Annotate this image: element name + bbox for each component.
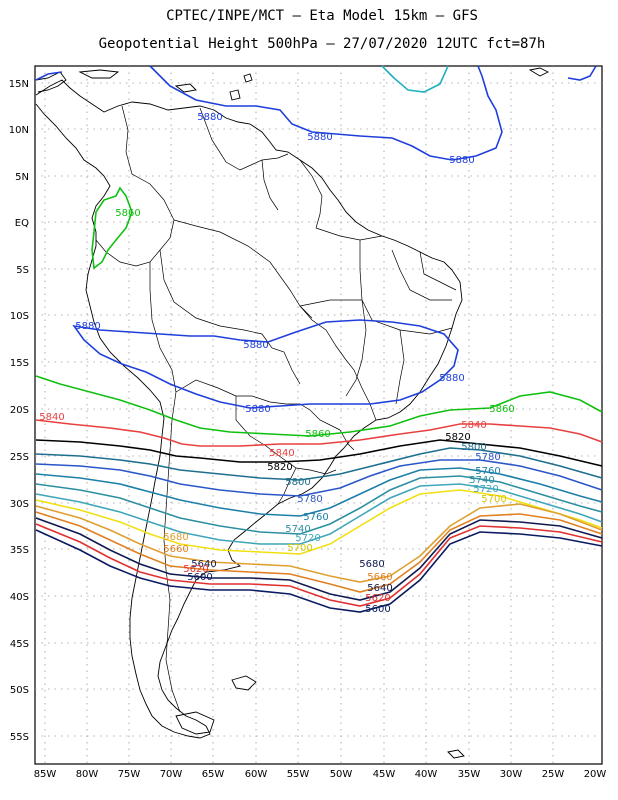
contour-5880-east xyxy=(567,65,597,81)
label-5640: 5640 xyxy=(367,583,392,594)
label-5880: 5880 xyxy=(439,373,464,384)
label-5780: 5780 xyxy=(297,494,322,505)
lat-label: 40S xyxy=(10,592,29,603)
contour-labels: 5880 5880 5880 5880 5880 5880 5880 5860 … xyxy=(39,112,514,615)
label-5720: 5720 xyxy=(473,484,498,495)
lon-label: 25W xyxy=(542,769,565,780)
label-5820: 5820 xyxy=(267,462,292,473)
label-5880: 5880 xyxy=(449,155,474,166)
contour-5880-north xyxy=(149,65,503,161)
label-5720: 5720 xyxy=(295,533,320,544)
longitude-labels: 85W 80W 75W 70W 65W 60W 55W 50W 45W 40W … xyxy=(34,769,607,780)
lat-label: 10S xyxy=(10,311,29,322)
lat-label: 5S xyxy=(16,265,29,276)
label-5840: 5840 xyxy=(461,420,486,431)
contour-5720 xyxy=(35,483,603,545)
label-5780: 5780 xyxy=(475,452,500,463)
label-5840: 5840 xyxy=(269,448,294,459)
contour-5840 xyxy=(35,419,603,447)
contour-5700 xyxy=(35,489,603,555)
lon-label: 80W xyxy=(76,769,99,780)
map-frame xyxy=(34,65,603,765)
contour-5820 xyxy=(35,439,603,467)
label-5880: 5880 xyxy=(75,321,100,332)
lon-label: 70W xyxy=(160,769,183,780)
label-5860: 5860 xyxy=(489,404,514,415)
lat-label: 5N xyxy=(15,172,29,183)
label-5660: 5660 xyxy=(163,544,188,555)
contour-5900 xyxy=(381,65,449,93)
label-5680: 5680 xyxy=(359,559,384,570)
lat-label: 30S xyxy=(10,499,29,510)
label-5840: 5840 xyxy=(39,412,64,423)
lat-label: 10N xyxy=(9,125,29,136)
contour-lines xyxy=(35,65,603,613)
title-line-2: Geopotential Height 500hPa – 27/07/2020 … xyxy=(99,36,546,52)
lat-label: EQ xyxy=(15,218,29,229)
label-5760: 5760 xyxy=(303,512,328,523)
label-5740: 5740 xyxy=(469,475,494,486)
title-line-1: CPTEC/INPE/MCT – Eta Model 15km – GFS xyxy=(166,8,478,24)
lon-label: 40W xyxy=(415,769,438,780)
lon-label: 20W xyxy=(584,769,607,780)
contour-5860-north xyxy=(91,186,133,270)
lat-label: 25S xyxy=(10,452,29,463)
label-5880: 5880 xyxy=(243,340,268,351)
contour-5880-south xyxy=(72,319,459,409)
contour-5600 xyxy=(35,529,603,613)
label-5660: 5660 xyxy=(367,572,392,583)
lon-label: 45W xyxy=(373,769,396,780)
label-5620: 5620 xyxy=(365,593,390,604)
label-5880: 5880 xyxy=(197,112,222,123)
lat-label: 35S xyxy=(10,545,29,556)
lon-label: 60W xyxy=(245,769,268,780)
lon-label: 55W xyxy=(287,769,310,780)
lon-label: 85W xyxy=(34,769,57,780)
contour-5620 xyxy=(35,523,603,607)
lon-label: 75W xyxy=(118,769,141,780)
label-5620: 5620 xyxy=(183,564,208,575)
lat-label: 50S xyxy=(10,685,29,696)
contour-5800 xyxy=(35,447,603,481)
label-5700: 5700 xyxy=(481,494,506,505)
label-5860: 5860 xyxy=(115,208,140,219)
contour-5640 xyxy=(35,517,603,601)
lon-label: 30W xyxy=(500,769,523,780)
label-5800: 5800 xyxy=(285,477,310,488)
label-5860: 5860 xyxy=(305,429,330,440)
lat-label: 45S xyxy=(10,639,29,650)
label-5740: 5740 xyxy=(285,524,310,535)
label-5800: 5800 xyxy=(461,442,486,453)
contour-5860 xyxy=(35,375,603,437)
lon-label: 50W xyxy=(330,769,353,780)
label-5640: 5640 xyxy=(191,559,216,570)
label-5680: 5680 xyxy=(163,532,188,543)
label-5600: 5600 xyxy=(365,604,390,615)
lat-label: 55S xyxy=(10,732,29,743)
label-5600: 5600 xyxy=(187,572,212,583)
lat-label: 15S xyxy=(10,358,29,369)
contour-5880-west xyxy=(35,71,63,81)
contour-5780 xyxy=(35,459,603,497)
label-5880: 5880 xyxy=(307,132,332,143)
label-5760: 5760 xyxy=(475,466,500,477)
contour-5660 xyxy=(35,511,603,593)
label-5820: 5820 xyxy=(445,432,470,443)
label-5700: 5700 xyxy=(287,543,312,554)
contour-5680 xyxy=(35,503,603,583)
lon-label: 35W xyxy=(458,769,481,780)
contour-5740 xyxy=(35,475,603,535)
contour-5760 xyxy=(35,467,603,517)
latitude-labels: 15N 10N 5N EQ 5S 10S 15S 20S 25S 30S 35S… xyxy=(9,79,29,743)
lon-label: 65W xyxy=(202,769,225,780)
label-5880: 5880 xyxy=(245,404,270,415)
lat-label: 15N xyxy=(9,79,29,90)
lat-label: 20S xyxy=(10,405,29,416)
